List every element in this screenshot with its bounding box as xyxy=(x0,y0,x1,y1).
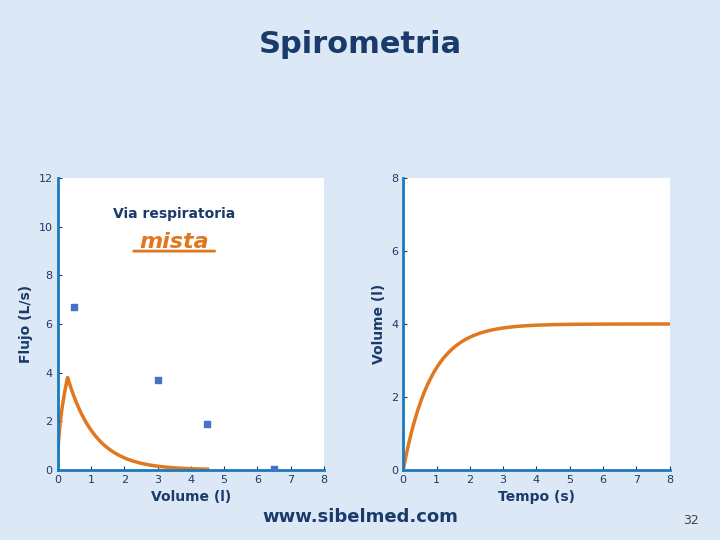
Y-axis label: Volume (l): Volume (l) xyxy=(372,284,386,364)
Text: www.sibelmed.com: www.sibelmed.com xyxy=(262,509,458,526)
Text: mista: mista xyxy=(140,232,209,252)
Text: Via respiratoria: Via respiratoria xyxy=(113,207,235,221)
Point xyxy=(152,376,163,384)
Point xyxy=(269,464,280,473)
X-axis label: Tempo (s): Tempo (s) xyxy=(498,490,575,504)
Text: Spirometria: Spirometria xyxy=(258,30,462,59)
Point xyxy=(68,302,80,311)
Text: 32: 32 xyxy=(683,514,698,526)
Y-axis label: Flujo (L/s): Flujo (L/s) xyxy=(19,285,33,363)
Point xyxy=(202,419,213,428)
X-axis label: Volume (l): Volume (l) xyxy=(150,490,231,504)
